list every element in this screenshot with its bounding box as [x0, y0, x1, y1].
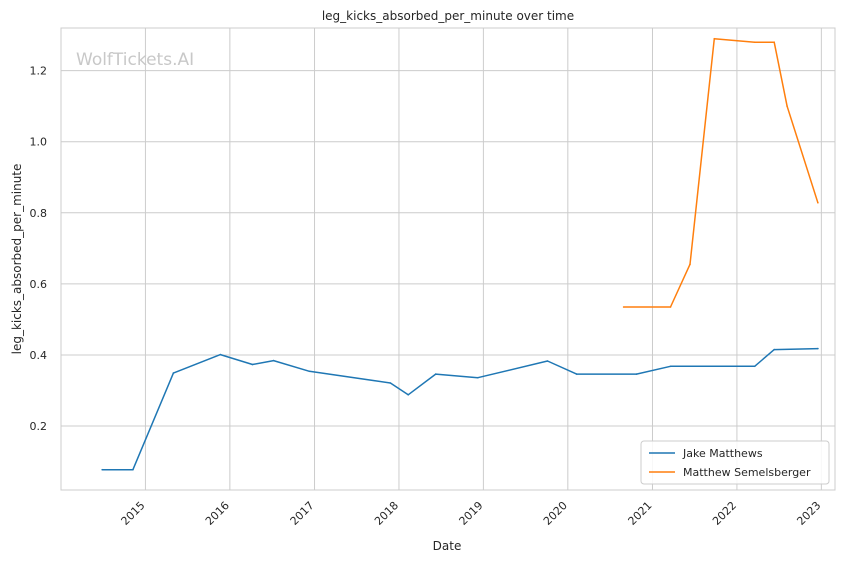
data-point-jake-matthews	[575, 373, 578, 375]
data-point-matthew-semelsberger	[689, 263, 691, 266]
data-point-jake-matthews	[389, 382, 392, 384]
data-point-jake-matthews	[753, 365, 756, 368]
data-point-matthew-semelsberger	[753, 41, 756, 43]
y-tick-label: 0.4	[30, 349, 48, 362]
legend-label-jake-matthews: Jake Matthews	[682, 447, 763, 460]
y-tick-label: 0.6	[30, 278, 48, 291]
y-tick-label: 0.2	[30, 420, 48, 433]
x-tick-labels: 2015 2016 2017 2018 2019 2020 2021 2022 2023	[119, 499, 824, 528]
chart-title: leg_kicks_absorbed_per_minute over time	[322, 9, 574, 23]
data-point-jake-matthews	[132, 468, 134, 471]
x-tick-label: 2020	[541, 499, 570, 528]
series-layer	[101, 37, 819, 471]
plot-frame	[60, 27, 836, 491]
grid-lines	[61, 28, 835, 490]
data-point-jake-matthews	[477, 376, 479, 379]
data-point-jake-matthews	[308, 370, 311, 373]
watermark: WolfTickets.AI	[76, 50, 194, 70]
data-point-jake-matthews	[172, 372, 175, 374]
legend: Jake Matthews Matthew Semelsberger	[640, 440, 830, 485]
x-tick-label: 2018	[372, 499, 401, 528]
x-tick-label: 2015	[119, 499, 148, 528]
data-point-matthew-semelsberger	[669, 306, 672, 308]
legend-box	[640, 440, 830, 485]
data-point-jake-matthews	[101, 468, 103, 471]
series-line-matthew-semelsberger	[623, 37, 819, 308]
data-point-jake-matthews	[635, 373, 638, 375]
x-axis-title: Date	[433, 539, 462, 553]
data-point-matthew-semelsberger	[773, 41, 775, 43]
data-point-jake-matthews	[546, 360, 549, 362]
y-tick-label: 1.2	[30, 65, 48, 78]
y-tick-label: 1.0	[30, 136, 48, 149]
x-tick-label: 2016	[203, 499, 232, 528]
y-axis-title: leg_kicks_absorbed_per_minute	[10, 164, 24, 355]
data-point-jake-matthews	[272, 359, 275, 362]
data-point-jake-matthews	[817, 347, 819, 350]
data-point-matthew-semelsberger	[786, 105, 788, 107]
data-point-jake-matthews	[251, 363, 254, 366]
legend-label-matthew-semelsberger: Matthew Semelsberger	[683, 466, 811, 479]
x-tick-label: 2022	[710, 499, 739, 528]
x-tick-label: 2017	[288, 499, 317, 528]
plot-background	[61, 28, 835, 490]
data-point-jake-matthews	[219, 353, 222, 356]
x-tick-label: 2021	[626, 499, 655, 528]
series-line-jake-matthews	[102, 347, 818, 471]
data-point-matthew-semelsberger	[817, 202, 819, 204]
x-tick-label: 2019	[457, 499, 486, 528]
data-point-jake-matthews	[669, 365, 672, 368]
data-point-matthew-semelsberger	[622, 306, 625, 308]
data-point-jake-matthews	[773, 348, 775, 351]
x-tick-label: 2023	[794, 499, 823, 528]
y-tick-labels: 0.2 0.4 0.6 0.8 1.0 1.2	[30, 65, 48, 433]
y-tick-label: 0.8	[30, 207, 48, 220]
data-point-jake-matthews	[434, 373, 437, 375]
data-point-jake-matthews	[407, 394, 410, 396]
data-point-matthew-semelsberger	[713, 37, 716, 40]
